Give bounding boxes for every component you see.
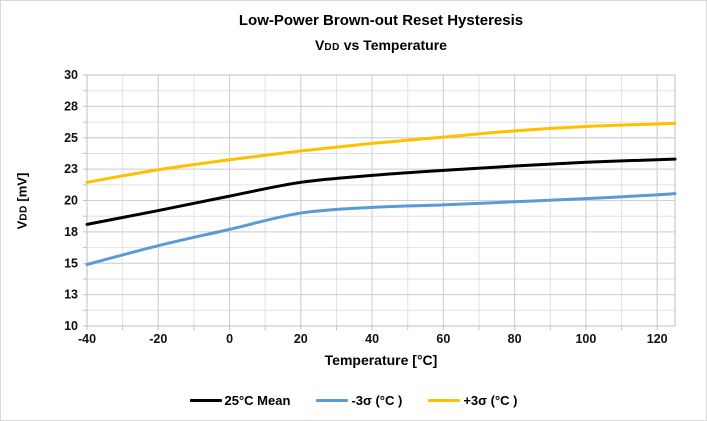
- subtitle-dd: DD: [324, 41, 340, 53]
- legend-line-swatch: [316, 399, 349, 402]
- title-block: Low-Power Brown-out Reset Hysteresis VDD…: [87, 10, 675, 56]
- svg-text:25: 25: [64, 131, 78, 145]
- svg-text:-20: -20: [149, 332, 167, 346]
- svg-text:-40: -40: [78, 332, 96, 346]
- chart-subtitle: VDD vs Temperature: [87, 35, 675, 56]
- svg-text:80: 80: [508, 332, 522, 346]
- svg-text:30: 30: [64, 68, 78, 82]
- legend-line-swatch: [189, 399, 222, 402]
- series-line: [85, 192, 677, 267]
- legend-label: -3σ (°C ): [351, 393, 403, 408]
- svg-text:40: 40: [365, 332, 379, 346]
- series-line: [85, 121, 677, 184]
- svg-text:18: 18: [64, 225, 78, 239]
- svg-text:13: 13: [64, 288, 78, 302]
- svg-text:28: 28: [64, 99, 78, 113]
- svg-text:10: 10: [64, 319, 78, 333]
- subtitle-rest: vs Temperature: [339, 36, 447, 53]
- legend: 25°C Mean -3σ (°C ) +3σ (°C ): [1, 393, 706, 408]
- svg-text:0: 0: [226, 332, 233, 346]
- legend-label: 25°C Mean: [224, 393, 291, 408]
- svg-text:120: 120: [647, 332, 668, 346]
- legend-item-0: 25°C Mean: [189, 393, 291, 408]
- legend-label: +3σ (°C ): [463, 393, 518, 408]
- svg-text:23: 23: [64, 162, 78, 176]
- subtitle-v: V: [315, 36, 325, 53]
- svg-text:100: 100: [575, 332, 596, 346]
- x-axis-title: Temperature [°C]: [324, 352, 438, 368]
- svg-text:20: 20: [64, 194, 78, 208]
- svg-text:60: 60: [436, 332, 450, 346]
- chart-title: Low-Power Brown-out Reset Hysteresis: [238, 12, 524, 29]
- svg-text:15: 15: [64, 256, 78, 270]
- series-line: [85, 157, 677, 226]
- legend-item-1: -3σ (°C ): [316, 393, 402, 408]
- legend-line-swatch: [428, 399, 461, 402]
- legend-item-2: +3σ (°C ): [428, 393, 518, 408]
- svg-text:20: 20: [294, 332, 308, 346]
